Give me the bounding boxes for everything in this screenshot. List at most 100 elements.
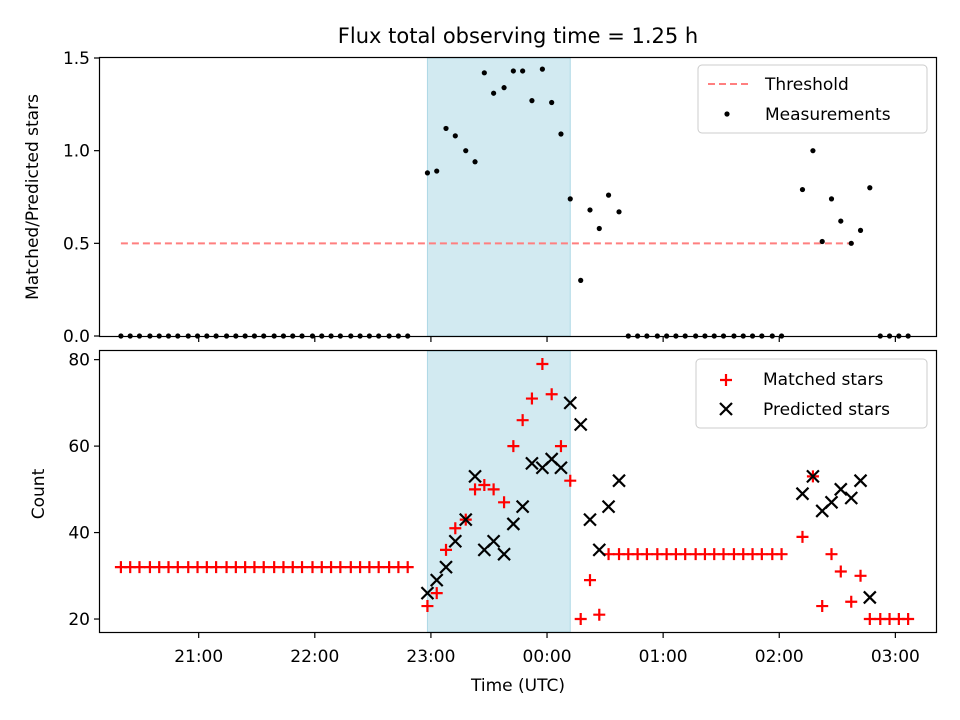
matched-star-point [845, 595, 858, 608]
count-plot-area [114, 357, 915, 626]
ratio-legend-box [697, 64, 928, 134]
predicted-star-point [612, 473, 626, 488]
matched-star-point [449, 522, 462, 535]
measurement-point [510, 68, 516, 74]
predicted-star-point [525, 456, 539, 471]
measurement-point [819, 238, 825, 245]
predicted-star-point [468, 469, 482, 484]
measurement-point [838, 218, 844, 224]
measurement-point [616, 209, 622, 215]
predicted-star-point [458, 512, 473, 527]
matched-star-point [593, 608, 606, 621]
measurement-point [549, 99, 555, 106]
matched-star-point [816, 600, 829, 613]
predicted-star-point [844, 491, 859, 505]
matched-star-point [487, 483, 500, 496]
x-tick-label: 23:00 [406, 647, 455, 667]
matched-star-point [469, 483, 482, 496]
count-y-ticks: 20 40 60 80 [68, 351, 100, 630]
y-tick-label: 60 [68, 437, 90, 457]
legend-matched-swatch [720, 374, 732, 386]
predicted-star-point [853, 473, 868, 488]
matched-star-point [679, 548, 692, 561]
matched-star-point [825, 548, 838, 561]
matched-star-point [536, 357, 549, 370]
ratio-y-ticks: 0.0 0.5 1.0 1.5 [63, 49, 100, 347]
predicted-star-point [429, 573, 444, 587]
y-tick-label: 1.0 [63, 142, 90, 162]
measurement-point [587, 207, 593, 213]
matched-star-point [257, 561, 270, 574]
predicted-star-point [497, 547, 511, 561]
matched-star-point [133, 561, 146, 574]
count-panel: 20 40 60 80 21:00 22:00 23:00 00:00 01:00 02:00 0… [29, 349, 938, 696]
predicted-star-point [420, 586, 435, 600]
y-tick-label: 0.0 [63, 327, 90, 347]
matched-star-point [574, 613, 587, 626]
measurement-point [596, 225, 602, 232]
count-y-axis-label: Count [29, 468, 49, 519]
measurement-point [848, 240, 854, 246]
x-tick-label: 03:00 [871, 647, 920, 667]
predicted-star-point [506, 517, 521, 531]
measurement-point [472, 159, 478, 165]
x-tick-label: 22:00 [290, 647, 339, 667]
legend-predicted-label: Predicted stars [763, 400, 890, 420]
measurement-point [828, 196, 835, 202]
matched-star-point [525, 392, 538, 405]
ratio-axes-frame [98, 56, 938, 338]
matched-star-point [775, 548, 788, 561]
observing-window-shade-top [426, 57, 571, 337]
y-tick-label: 40 [68, 524, 90, 544]
predicted-star-point [573, 417, 588, 432]
measurement-point [501, 85, 507, 91]
measurement-point [539, 66, 545, 72]
measurement-point [567, 196, 573, 202]
y-tick-label: 1.5 [63, 49, 90, 69]
measurement-point [434, 168, 440, 174]
matched-star-point [854, 569, 867, 582]
matched-star-point [430, 587, 443, 600]
predicted-star-point [824, 495, 839, 510]
matched-star-point [796, 530, 809, 543]
measurement-point [463, 148, 469, 154]
matched-star-point [640, 548, 653, 561]
measurement-point [605, 192, 612, 198]
predicted-star-point [448, 534, 463, 548]
ratio-y-axis-label: Matched/Predicted stars [23, 94, 43, 300]
chart-title: Flux total observing time = 1.25 h [338, 24, 698, 48]
legend-measurements-label: Measurements [765, 105, 891, 125]
x-tick-label: 21:00 [174, 647, 223, 667]
measurement-point [558, 131, 564, 137]
matched-star-point [440, 543, 453, 556]
measurement-point [578, 277, 584, 283]
count-legend: Matched stars Predicted stars [695, 358, 928, 429]
legend-threshold-label: Threshold [764, 75, 849, 95]
measurement-point [810, 148, 816, 154]
measurement-point [424, 170, 431, 176]
predicted-star-point [863, 590, 877, 605]
predicted-star-point [554, 460, 568, 475]
matched-star-point [296, 561, 309, 574]
measurement-point [799, 186, 806, 193]
legend-predicted-swatch [719, 402, 733, 416]
matched-star-point [902, 613, 915, 626]
observing-window-shade-bottom [426, 350, 571, 633]
count-legend-box [695, 358, 928, 429]
matched-star-point [210, 561, 223, 574]
y-tick-label: 80 [68, 351, 90, 371]
predicted-star-point [601, 499, 616, 514]
predicted-star-point [486, 534, 501, 548]
predicted-star-point [834, 482, 848, 497]
legend-measurements-swatch [724, 111, 730, 117]
measurement-point [867, 185, 873, 191]
count-x-ticks: 21:00 22:00 23:00 00:00 01:00 02:00 03:00 [174, 632, 920, 667]
matched-star-point [564, 474, 577, 487]
predicted-star-point [583, 512, 597, 527]
measurement-point [857, 227, 864, 233]
matched-star-point [421, 600, 434, 613]
ratio-panel: 0.0 0.5 1.0 1.5 Matched/Predicted stars Thr… [23, 49, 938, 347]
matched-star-point [171, 561, 184, 574]
measurement-point [529, 98, 535, 104]
